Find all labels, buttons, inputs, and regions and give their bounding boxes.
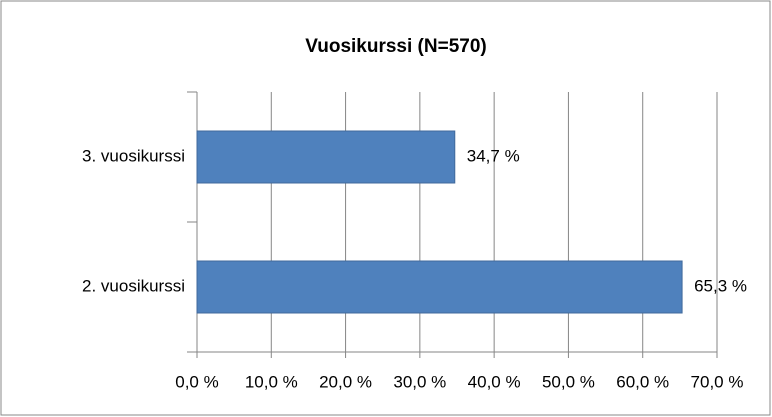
x-tick-label: 10,0 %: [245, 372, 298, 391]
value-label: 34,7 %: [467, 146, 520, 165]
bar: [196, 260, 683, 314]
x-tick-label: 30,0 %: [393, 372, 446, 391]
x-tick-label: 40,0 %: [468, 372, 521, 391]
value-label: 65,3 %: [694, 276, 747, 295]
x-tick-label: 60,0 %: [616, 372, 669, 391]
y-tick-label: 2. vuosikurssi: [82, 276, 185, 295]
x-tick-label: 50,0 %: [542, 372, 595, 391]
chart-title: Vuosikurssi (N=570): [305, 36, 486, 57]
x-tick-label: 0,0 %: [175, 372, 218, 391]
y-tick-label: 3. vuosikurssi: [82, 146, 185, 165]
x-tick-label: 70,0 %: [691, 372, 744, 391]
bar: [196, 130, 456, 184]
x-tick-label: 20,0 %: [319, 372, 372, 391]
